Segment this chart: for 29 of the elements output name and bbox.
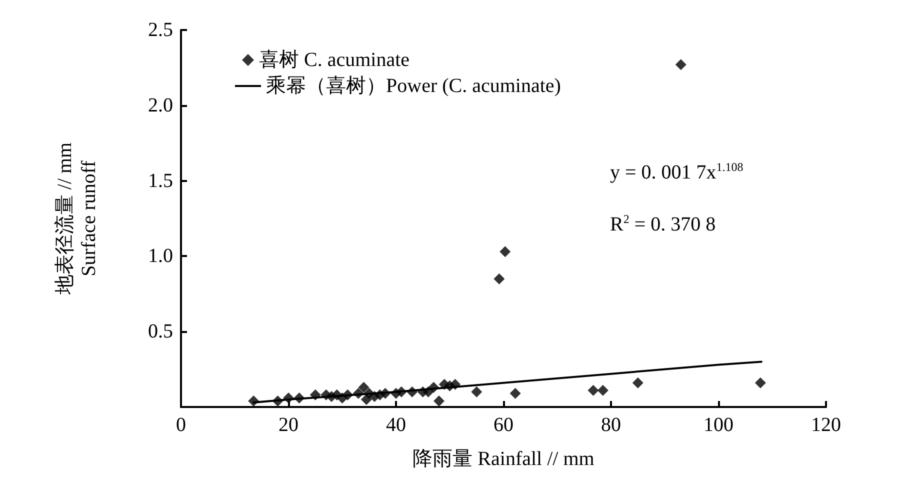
- legend-label: 喜树 C. acuminate: [259, 49, 410, 71]
- y-axis-title: 地表径流量 // mm Surface runoff: [54, 142, 100, 296]
- x-tick-label: 80: [601, 414, 621, 436]
- point: [632, 377, 644, 388]
- annotation: R$^{2}$ = 0. 370 8: [610, 212, 716, 237]
- point: [471, 386, 482, 398]
- x-tick-label: 60: [494, 414, 514, 436]
- y-tick-label: 1.5: [148, 170, 173, 192]
- point: [675, 59, 686, 70]
- point: [358, 382, 370, 393]
- point: [434, 395, 444, 406]
- legend-label: 乘幂（喜树）Power (C. acuminate): [266, 75, 561, 97]
- y-tick-label: 2.5: [148, 19, 173, 41]
- y-tick-label: 1.0: [148, 245, 173, 268]
- x-tick-label: 20: [278, 414, 298, 436]
- point: [588, 384, 599, 396]
- y-tick-label: 0.5: [148, 320, 173, 343]
- point: [510, 388, 521, 399]
- point: [597, 384, 608, 396]
- point: [500, 246, 511, 258]
- x-tick-label: 100: [704, 414, 734, 436]
- point: [754, 377, 766, 388]
- x-axis-title: 降雨量 Rainfall // mm: [412, 448, 595, 470]
- y-tick-label: 2.0: [148, 94, 173, 116]
- x-tick-label: 0: [176, 414, 186, 436]
- annotation: y = 0. 001 7x$^{1.108}$: [610, 160, 744, 185]
- x-tick-label: 120: [811, 414, 841, 436]
- point: [494, 273, 505, 284]
- x-tick-label: 40: [386, 414, 406, 436]
